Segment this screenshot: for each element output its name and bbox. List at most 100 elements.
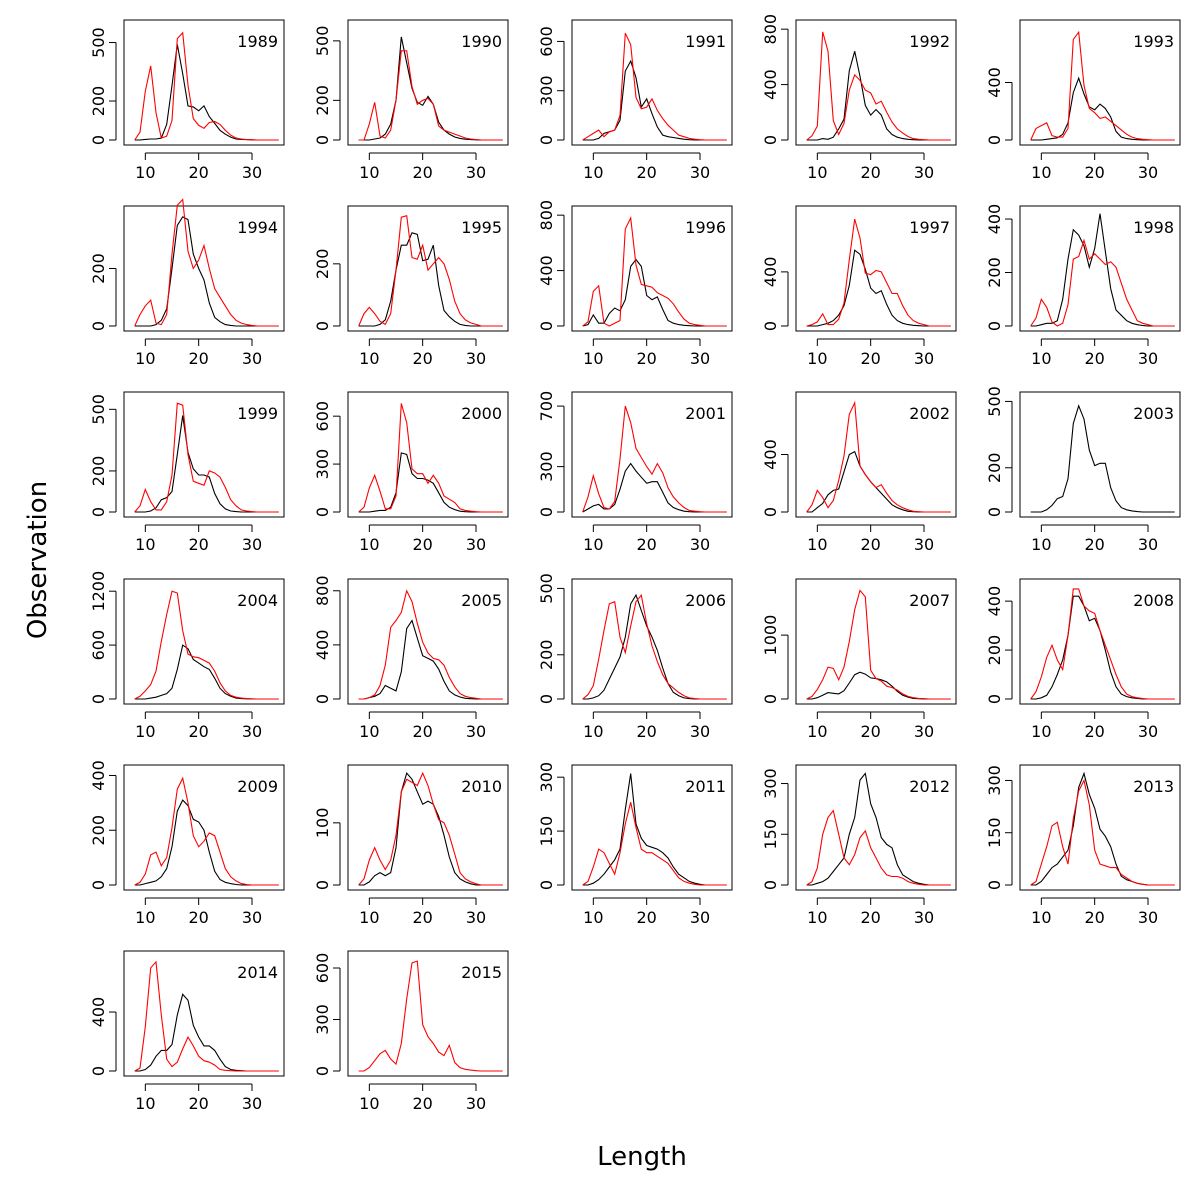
x-tick-label: 10 — [1031, 535, 1051, 554]
x-tick-label: 30 — [914, 908, 934, 927]
y-tick-label: 0 — [985, 507, 1004, 517]
panel-2011: 2011 0 150 300 10 20 30 — [537, 762, 733, 927]
y-tick-label: 0 — [985, 135, 1004, 145]
series-line-red — [134, 960, 279, 1072]
panel-frame — [571, 578, 733, 705]
x-tick-label: 10 — [135, 908, 155, 927]
panel-1999: 1999 0 200 500 10 20 30 — [89, 391, 285, 554]
y-tick-label: 200 — [89, 253, 108, 284]
y-tick-label: 600 — [313, 953, 332, 984]
series-line-black — [806, 671, 951, 700]
y-tick-label: 200 — [985, 452, 1004, 483]
x-tick-label: 10 — [583, 535, 603, 554]
panel-year-label: 2014 — [237, 963, 278, 982]
series-line-red — [582, 405, 727, 513]
panel-1995: 1995 0 200 10 20 30 — [313, 205, 509, 368]
panel-2012: 2012 0 150 300 10 20 30 — [761, 764, 957, 927]
y-tick-label: 0 — [313, 321, 332, 331]
panel-frame — [1019, 205, 1181, 332]
y-tick-label: 400 — [985, 586, 1004, 617]
panel-year-label: 2002 — [909, 404, 950, 423]
y-axis-title: Observation — [23, 481, 53, 639]
x-tick-label: 10 — [807, 908, 827, 927]
panel-2006: 2006 0 200 500 10 20 30 — [537, 573, 733, 741]
x-tick-label: 30 — [1138, 908, 1158, 927]
panel-frame — [571, 205, 733, 332]
series-line-red — [358, 589, 503, 700]
x-tick-label: 20 — [188, 722, 208, 741]
series-line-black — [1030, 213, 1175, 327]
panel-year-label: 2015 — [461, 963, 502, 982]
y-tick-label: 400 — [313, 630, 332, 661]
series-line-red — [134, 31, 279, 141]
x-tick-label: 10 — [807, 535, 827, 554]
x-tick-label: 30 — [466, 349, 486, 368]
y-tick-label: 0 — [985, 321, 1004, 331]
panel-2003: 2003 0 200 500 10 20 30 — [985, 386, 1181, 554]
panel-2007: 2007 0 1000 10 20 30 — [761, 578, 957, 741]
y-tick-label: 1200 — [89, 571, 108, 612]
panel-frame — [123, 764, 285, 891]
y-tick-label: 500 — [537, 573, 556, 604]
x-tick-label: 10 — [359, 722, 379, 741]
x-tick-label: 10 — [807, 163, 827, 182]
panel-frame — [347, 391, 509, 518]
x-tick-label: 30 — [1138, 349, 1158, 368]
x-tick-label: 30 — [914, 163, 934, 182]
y-tick-label: 300 — [537, 762, 556, 793]
x-tick-label: 30 — [690, 535, 710, 554]
x-axis-title: Length — [597, 1142, 687, 1172]
y-tick-label: 200 — [537, 639, 556, 670]
series-line-black — [358, 36, 503, 141]
x-tick-label: 30 — [690, 908, 710, 927]
x-tick-label: 30 — [242, 535, 262, 554]
series-line-red — [358, 50, 503, 141]
x-tick-label: 20 — [1084, 722, 1104, 741]
panel-frame — [123, 950, 285, 1077]
x-tick-label: 10 — [359, 349, 379, 368]
y-tick-label: 800 — [537, 200, 556, 231]
x-tick-label: 20 — [412, 349, 432, 368]
y-tick-label: 200 — [985, 635, 1004, 666]
y-tick-label: 500 — [89, 27, 108, 58]
x-tick-label: 20 — [188, 349, 208, 368]
panel-2013: 2013 0 150 300 10 20 30 — [985, 764, 1181, 927]
y-tick-label: 200 — [89, 456, 108, 487]
panel-year-label: 1991 — [685, 32, 726, 51]
panel-frame — [571, 764, 733, 891]
panel-year-label: 2004 — [237, 591, 278, 610]
series-line-black — [582, 59, 727, 141]
panel-year-label: 2011 — [685, 777, 726, 796]
panel-year-label: 1998 — [1133, 218, 1174, 237]
panel-frame — [347, 19, 509, 146]
panel-year-label: 2005 — [461, 591, 502, 610]
panel-1992: 1992 0 400 800 10 20 30 — [761, 14, 957, 182]
panel-year-label: 2007 — [909, 591, 950, 610]
panel-frame — [123, 578, 285, 705]
x-tick-label: 10 — [135, 349, 155, 368]
y-tick-label: 600 — [537, 26, 556, 57]
x-tick-label: 10 — [1031, 908, 1051, 927]
x-tick-label: 20 — [1084, 535, 1104, 554]
panel-frame — [347, 205, 509, 332]
x-tick-label: 20 — [860, 349, 880, 368]
y-tick-label: 100 — [313, 808, 332, 839]
y-tick-label: 0 — [89, 1066, 108, 1076]
y-tick-label: 300 — [313, 1004, 332, 1035]
series-line-red — [358, 403, 503, 513]
y-tick-label: 0 — [761, 135, 780, 145]
panel-frame — [795, 764, 957, 891]
panel-frame — [123, 19, 285, 146]
y-tick-label: 0 — [89, 694, 108, 704]
panel-year-label: 2010 — [461, 777, 502, 796]
x-tick-label: 10 — [583, 722, 603, 741]
x-tick-label: 10 — [135, 722, 155, 741]
panel-year-label: 2006 — [685, 591, 726, 610]
y-tick-label: 0 — [313, 135, 332, 145]
series-line-black — [358, 771, 503, 886]
y-tick-label: 0 — [537, 880, 556, 890]
series-line-red — [1030, 588, 1175, 700]
panel-frame — [1019, 764, 1181, 891]
x-tick-label: 20 — [636, 535, 656, 554]
